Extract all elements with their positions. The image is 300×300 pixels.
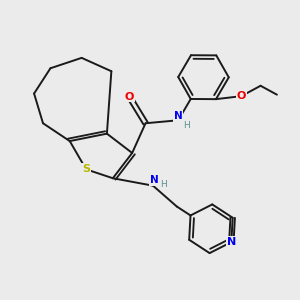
Text: O: O xyxy=(237,91,246,101)
Text: O: O xyxy=(124,92,134,101)
Text: N: N xyxy=(174,111,183,121)
Text: H: H xyxy=(183,121,190,130)
Text: H: H xyxy=(160,180,167,189)
Text: N: N xyxy=(150,175,159,185)
Text: S: S xyxy=(82,164,90,174)
Text: N: N xyxy=(227,237,236,247)
